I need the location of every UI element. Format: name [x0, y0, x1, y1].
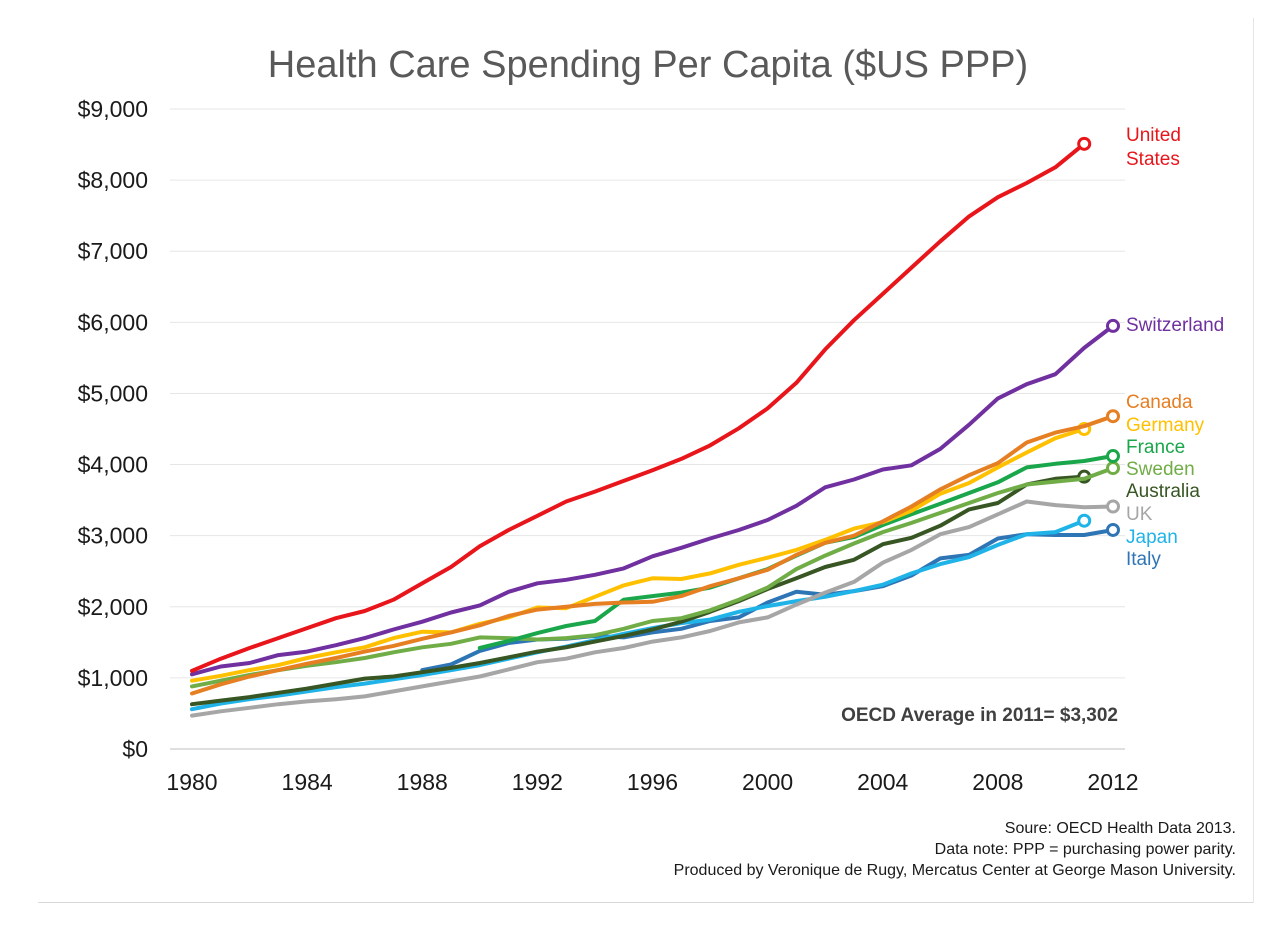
- y-tick-label: $9,000: [78, 96, 148, 122]
- series-line-sweden: [190, 466, 1115, 689]
- series-endpoint-marker: [1106, 499, 1120, 514]
- x-tick-label: 2004: [857, 769, 908, 795]
- series-line-japan: [190, 518, 1087, 712]
- x-tick-label: 1984: [282, 769, 333, 795]
- source-notes: Soure: OECD Health Data 2013. Data note:…: [674, 818, 1236, 881]
- series-line-australia: [190, 474, 1087, 707]
- gridlines: [170, 108, 1125, 750]
- series-label-uk: UK: [1126, 504, 1153, 525]
- series-label-france: France: [1126, 437, 1185, 458]
- x-tick-label: 1996: [627, 769, 678, 795]
- y-tick-label: $2,000: [78, 594, 148, 620]
- series-endpoint-marker: [1106, 522, 1120, 537]
- series-line-italy: [420, 528, 1115, 673]
- y-tick-label: $6,000: [78, 309, 148, 335]
- series-lines: [190, 136, 1120, 718]
- x-tick-label: 1980: [166, 769, 217, 795]
- series-label-united-states: United States: [1126, 125, 1181, 170]
- series-line-germany: [190, 427, 1087, 683]
- series-endpoint-marker: [1106, 409, 1120, 424]
- x-tick-label: 2008: [972, 769, 1023, 795]
- series-label-japan: Japan: [1126, 527, 1178, 548]
- y-tick-label: $4,000: [78, 452, 148, 478]
- x-axis: 1980 1984 1988 1992 1996 2000 2004 2008 2012: [166, 769, 1138, 795]
- series-endpoint-marker: [1077, 513, 1092, 528]
- oecd-average-annotation: OECD Average in 2011= $3,302: [841, 705, 1118, 726]
- series-label-germany: Germany: [1126, 415, 1205, 436]
- series-line-united-states: [190, 141, 1087, 673]
- series-label-australia: Australia: [1126, 481, 1200, 502]
- x-tick-label: 1992: [512, 769, 563, 795]
- y-tick-label: $8,000: [78, 167, 148, 193]
- series-labels: United States Switzerland CanadaGermanyFran…: [1126, 125, 1224, 570]
- y-tick-label: $1,000: [78, 665, 148, 691]
- series-line-france: [477, 454, 1115, 650]
- x-tick-label: 1988: [397, 769, 448, 795]
- x-tick-label: 2000: [742, 769, 793, 795]
- series-label-sweden: Sweden: [1126, 459, 1195, 480]
- series-endpoint-marker: [1106, 318, 1120, 333]
- series-line-switzerland: [190, 323, 1115, 677]
- x-tick-label: 2012: [1087, 769, 1138, 795]
- y-tick-label: $3,000: [78, 523, 148, 549]
- y-tick-label: $0: [122, 736, 148, 762]
- chart-title: Health Care Spending Per Capita ($US PPP…: [268, 44, 1028, 86]
- series-line-canada: [190, 414, 1115, 696]
- series-endpoint-marker: [1106, 449, 1120, 464]
- right-border: [1253, 18, 1254, 903]
- series-label-canada: Canada: [1126, 392, 1193, 413]
- produced-by-line: Produced by Veronique de Rugy, Mercatus …: [673, 862, 1236, 879]
- series-line-uk: [190, 499, 1115, 718]
- bottom-border: [38, 902, 1253, 903]
- y-axis: $0 $1,000 $2,000 $3,000 $4,000 $5,000 $6,000 $7…: [78, 96, 148, 762]
- y-tick-label: $7,000: [78, 238, 148, 264]
- series-label-italy: Italy: [1126, 549, 1161, 570]
- series-endpoint-marker: [1106, 461, 1120, 476]
- series-label-switzerland: Switzerland: [1126, 315, 1224, 336]
- source-line: Soure: OECD Health Data 2013.: [1004, 820, 1236, 837]
- series-endpoint-marker: [1077, 136, 1092, 151]
- data-note-line: Data note: PPP = purchasing power parity…: [934, 841, 1236, 858]
- y-tick-label: $5,000: [78, 380, 148, 406]
